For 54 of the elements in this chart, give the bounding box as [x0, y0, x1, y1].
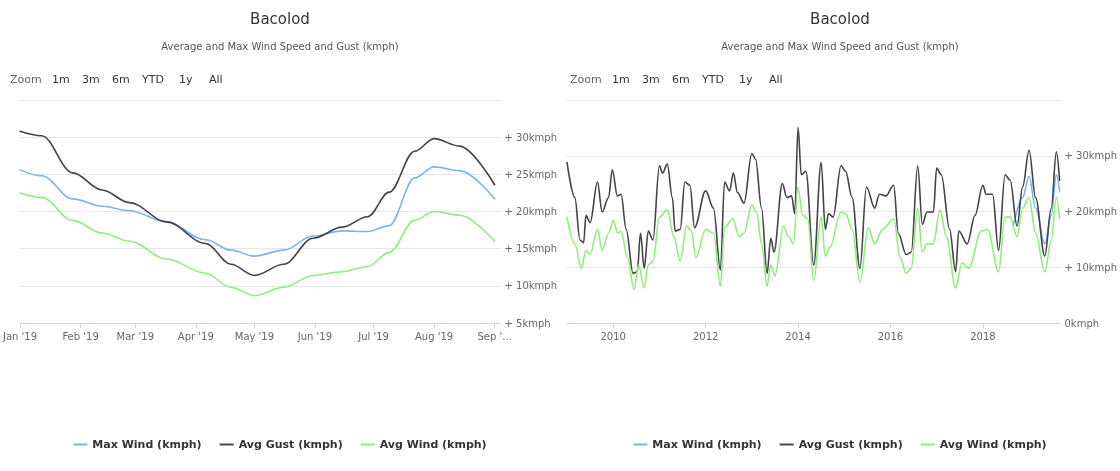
- legend-label: Max Wind (kmph): [652, 438, 762, 451]
- y-tick-label: + 30kmph: [1064, 150, 1117, 162]
- line-series: [1012, 173, 1061, 245]
- line-series: [566, 126, 1061, 275]
- y-tick-label: + 15kmph: [504, 243, 557, 255]
- x-tick-label: Jul '19: [357, 330, 389, 342]
- y-tick-label: + 20kmph: [1064, 206, 1117, 217]
- legend-label: Max Wind (kmph): [92, 438, 202, 451]
- text: Zoom: [570, 73, 602, 86]
- text: 3m: [642, 73, 660, 86]
- chart-title: Bacolod: [250, 9, 310, 28]
- x-tick-label: 2012: [692, 330, 719, 342]
- legend-label: Avg Wind (kmph): [939, 438, 1047, 451]
- text: 3m: [82, 73, 100, 86]
- chart-title: Bacolod: [810, 9, 870, 28]
- y-tick-label: + 5kmph: [504, 317, 551, 329]
- text: 1m: [612, 73, 630, 86]
- text: Zoom: [10, 73, 42, 86]
- x-tick-label: Jun '19: [296, 330, 333, 342]
- x-tick-label: May '19: [234, 330, 275, 342]
- legend-label: Avg Gust (kmph): [238, 438, 343, 451]
- y-tick-label: + 30kmph: [504, 131, 557, 143]
- legend-label: Avg Gust (kmph): [798, 438, 903, 451]
- text: 6m: [112, 73, 130, 86]
- x-tick-label: Sep '...: [477, 330, 512, 342]
- text: 1y: [739, 73, 753, 86]
- x-tick-label: Apr '19: [177, 330, 214, 342]
- text: 1y: [179, 73, 193, 86]
- line-series: [19, 192, 496, 297]
- x-tick-label: 2016: [877, 330, 904, 342]
- line-series: [19, 166, 496, 257]
- x-tick-label: 2018: [970, 330, 996, 342]
- text: 6m: [672, 73, 690, 86]
- chart-subtitle: Average and Max Wind Speed and Gust (kmph): [721, 40, 959, 52]
- y-tick-label: + 10kmph: [504, 280, 557, 292]
- x-tick-label: Jan '19: [1, 330, 38, 342]
- legend-label: Avg Wind (kmph): [379, 438, 487, 451]
- line-series: [566, 186, 1061, 291]
- y-tick-label: + 10kmph: [1064, 261, 1117, 273]
- x-tick-label: 2014: [785, 330, 811, 342]
- x-tick-label: Aug '19: [415, 330, 454, 342]
- text: All: [209, 73, 223, 86]
- x-tick-label: Mar '19: [116, 330, 155, 342]
- text: 1m: [52, 73, 70, 86]
- line-series: [19, 130, 496, 277]
- y-tick-label: + 20kmph: [504, 206, 557, 217]
- x-tick-label: Feb '19: [62, 330, 99, 342]
- y-tick-label: + 25kmph: [504, 168, 557, 180]
- text: YTD: [701, 73, 724, 86]
- y-tick-label: 0kmph: [1064, 317, 1100, 329]
- text: YTD: [141, 73, 164, 86]
- text: All: [769, 73, 783, 86]
- chart-subtitle: Average and Max Wind Speed and Gust (kmph): [161, 40, 399, 52]
- x-tick-label: 2010: [600, 330, 626, 342]
